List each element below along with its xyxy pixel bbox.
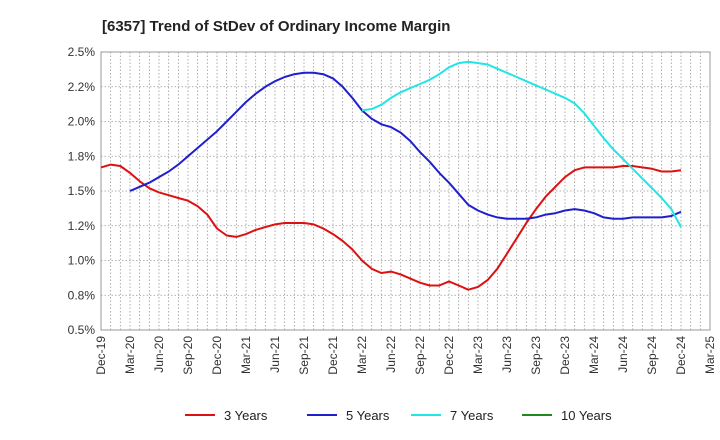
y-tick-label: 1.8% (68, 149, 96, 163)
x-tick-label: Dec-19 (94, 336, 108, 375)
x-tick-label: Jun-24 (616, 336, 630, 373)
x-tick-label: Mar-22 (355, 336, 369, 374)
y-tick-label: 0.5% (68, 323, 96, 337)
x-tick-label: Dec-24 (674, 336, 688, 375)
x-tick-label: Sep-21 (297, 336, 311, 375)
series-line-3-years (100, 163, 682, 291)
x-tick-label: Jun-21 (268, 336, 282, 373)
x-tick-label: Dec-22 (442, 336, 456, 375)
legend-label-10-years: 10 Years (561, 408, 612, 423)
x-tick-label: Dec-21 (326, 336, 340, 375)
x-tick-label: Sep-22 (413, 336, 427, 375)
x-tick-label: Sep-20 (181, 336, 195, 375)
x-tick-label: Mar-21 (239, 336, 253, 374)
y-tick-label: 0.8% (68, 288, 96, 302)
x-tick-label: Mar-20 (123, 336, 137, 374)
legend: 3 Years 5 Years 7 Years 10 Years (185, 408, 612, 423)
legend-label-5-years: 5 Years (346, 408, 390, 423)
plot-area: 0.5% 0.8% 1.0% 1.2% 1.5% 1.8% 2.0% 2.2% 2.5% Dec-… (68, 45, 717, 375)
x-tick-label: Mar-23 (471, 336, 485, 374)
chart-title: [6357] Trend of StDev of Ordinary Income… (102, 18, 450, 35)
series-line-7-years (361, 60, 682, 228)
x-tick-label: Jun-20 (152, 336, 166, 373)
y-tick-label: 1.0% (68, 254, 96, 268)
x-tick-label: Dec-20 (210, 336, 224, 375)
x-tick-label: Sep-24 (645, 336, 659, 375)
x-tick-label: Dec-23 (558, 336, 572, 375)
series-line-5-years (129, 71, 682, 220)
x-tick-label: Sep-23 (529, 336, 543, 375)
x-tick-label: Jun-23 (500, 336, 514, 373)
legend-label-7-years: 7 Years (450, 408, 494, 423)
y-tick-label: 2.0% (68, 115, 96, 129)
x-tick-label: Mar-24 (587, 336, 601, 374)
y-tick-label: 1.2% (68, 219, 96, 233)
x-tick-label: Jun-22 (384, 336, 398, 373)
legend-label-3-years: 3 Years (224, 408, 268, 423)
y-tick-label: 2.2% (68, 80, 96, 94)
y-tick-label: 1.5% (68, 184, 96, 198)
x-tick-label: Mar-25 (703, 336, 717, 374)
y-tick-label: 2.5% (68, 45, 96, 59)
